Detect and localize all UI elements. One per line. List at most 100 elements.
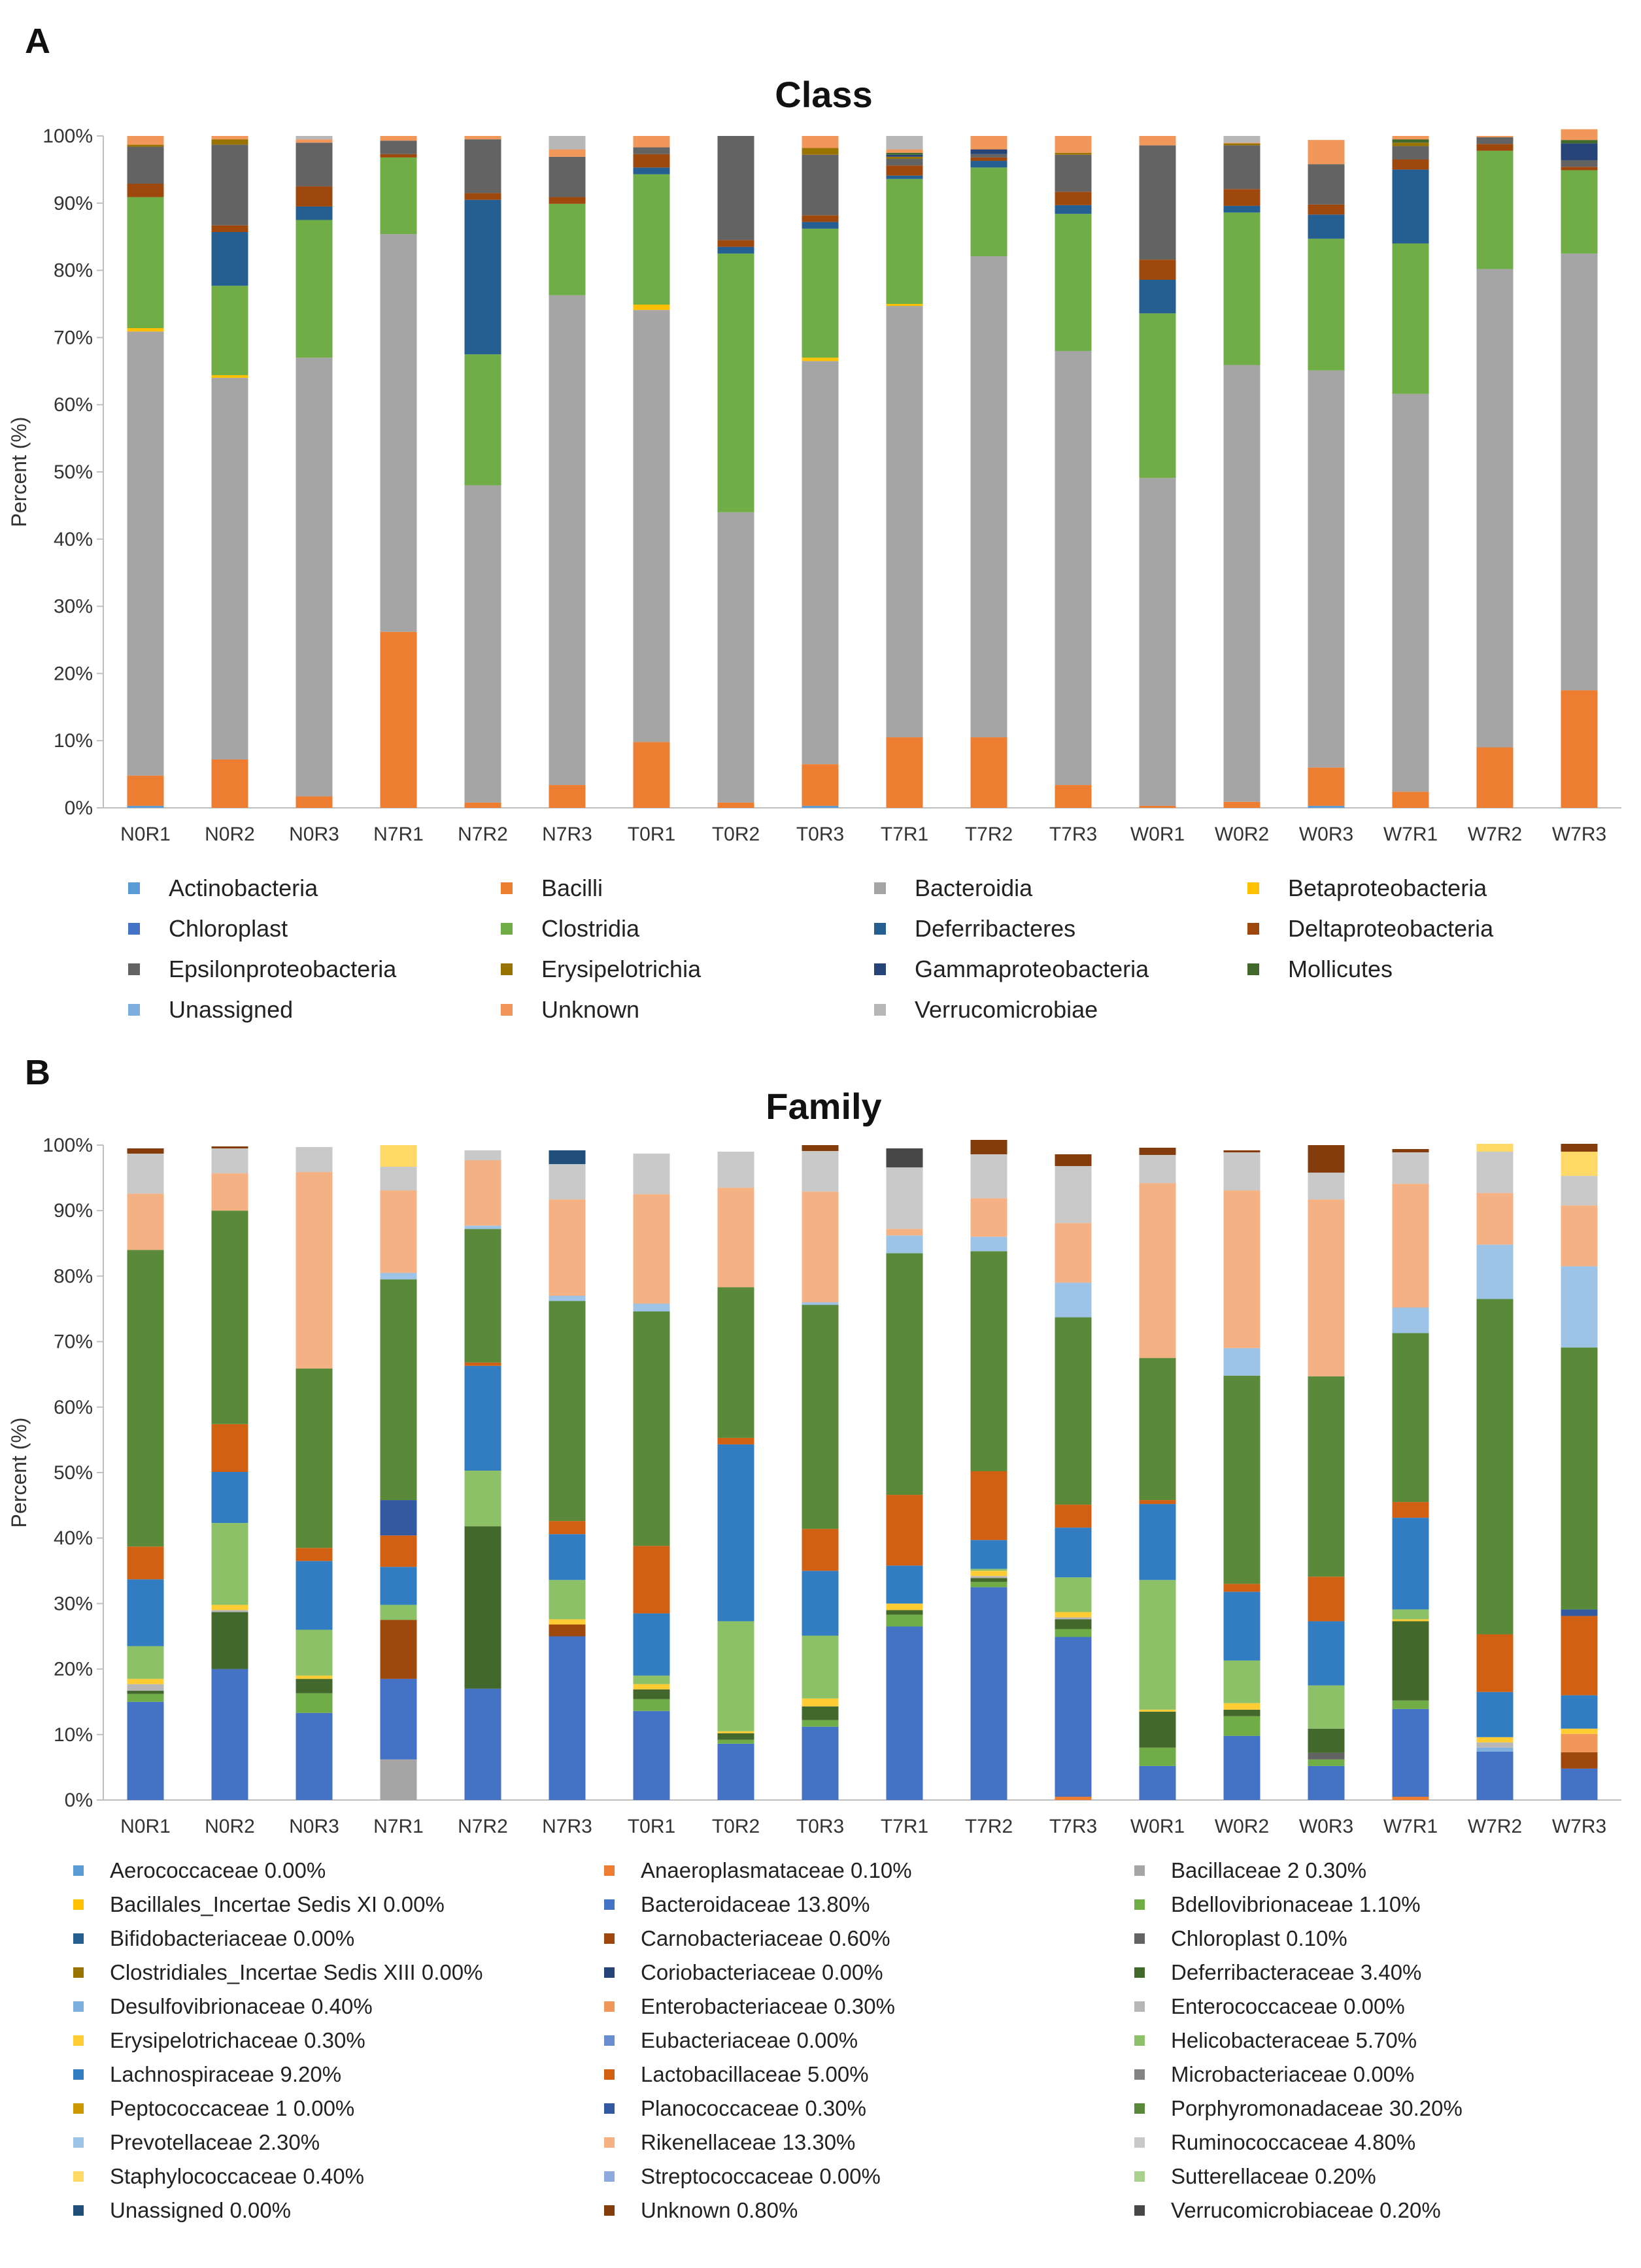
legend-swatch [501, 963, 513, 975]
bar-segment-epsilonproteobacteria-w0r2 [1223, 145, 1260, 190]
bar-segment-prevotellaceae-n7r1 [380, 1273, 417, 1280]
bar-segment-rikenellaceae-w7r2 [1476, 1193, 1514, 1245]
bar-segment-bacteroidaceae-t0r3 [802, 1726, 839, 1800]
x-tick-label: T0R1 [628, 1816, 675, 1837]
bar-segment-helicobacteraceae-n7r2 [464, 1470, 501, 1527]
bar-segment-deferribacteraceae-w0r2 [1223, 1709, 1260, 1716]
x-tick-label: N0R3 [289, 824, 339, 845]
bar-segment-lactobacillaceae-t0r3 [802, 1529, 839, 1571]
legend-label: Clostridiales_Incertae Sedis XIII 0.00% [110, 1960, 483, 1984]
y-tick-label: 100% [42, 1135, 93, 1156]
legend-swatch [1134, 2205, 1145, 2216]
bar-segment-bdellovibrionaceae-t0r3 [802, 1720, 839, 1727]
legend-item-gammaproteobacteria: Gammaproteobacteria [874, 949, 1149, 990]
bar-segment-epsilonproteobacteria-n7r3 [549, 156, 586, 197]
legend-item-unknown: Unknown 0.80% [604, 2193, 798, 2227]
bar-segment-porphyromonadaceae-n0r1 [127, 1250, 164, 1547]
bar-segment-betaproteobacteria-t0r3 [802, 358, 839, 361]
bar-segment-lachnospiraceae-n0r3 [296, 1561, 333, 1630]
legend-item-anaeroplasmataceae: Anaeroplasmataceae 0.10% [604, 1854, 912, 1888]
bar-segment-verrucomicrobiae-t7r1 [886, 136, 923, 150]
bar-segment-epsilonproteobacteria-n0r2 [211, 144, 248, 225]
legend-swatch [73, 1933, 84, 1944]
bar-segment-staphylococcaceae-w7r3 [1561, 1152, 1598, 1176]
legend-item-deferribacteraceae: Deferribacteraceae 3.40% [1134, 1956, 1421, 1990]
bar-segment-epsilonproteobacteria-t7r1 [886, 158, 923, 166]
bar-segment-bacteroidaceae-n0r1 [127, 1701, 164, 1800]
bar-segment-lactobacillaceae-t0r1 [633, 1546, 670, 1614]
legend-swatch [73, 2205, 84, 2216]
bar-segment-ruminococcaceae-n0r1 [127, 1154, 164, 1194]
legend-item-bacteroidaceae: Bacteroidaceae 13.80% [604, 1888, 870, 1922]
legend-item-streptococcaceae: Streptococcaceae 0.00% [604, 2160, 881, 2193]
bar-segment-deferribacteraceae-t7r2 [970, 1578, 1007, 1582]
bar-segment-bacteroidia-n0r1 [127, 331, 164, 776]
bar-segment-carnobacteriaceae-n7r3 [549, 1624, 586, 1637]
bar-segment-enterococcaceae-n0r2 [211, 1610, 248, 1612]
legend-swatch [128, 923, 140, 935]
legend-swatch [874, 963, 886, 975]
bar-segment-bacilli-w7r3 [1561, 690, 1598, 808]
legend-swatch [128, 882, 140, 894]
x-tick-label: T7R2 [965, 824, 1013, 845]
legend-label: Lactobacillaceae 5.00% [641, 2062, 869, 2086]
y-tick-label: 40% [54, 1527, 93, 1549]
legend-swatch [501, 882, 513, 894]
bar-segment-unknown-w7r1 [1392, 1149, 1429, 1153]
bar-segment-helicobacteraceae-t0r2 [717, 1621, 754, 1731]
bar-segment-actinobacteria-t0r3 [802, 805, 839, 808]
bar-segment-deltaproteobacteria-t7r1 [886, 165, 923, 176]
bar-segment-unknown-n7r1 [380, 136, 417, 141]
bar-segment-erysipelotrichia-t7r1 [886, 156, 923, 159]
bar-segment-ruminococcaceae-w7r1 [1392, 1152, 1429, 1184]
legend-swatch [604, 1899, 615, 1910]
bar-segment-erysipelotrichaceae-t0r3 [802, 1698, 839, 1707]
bar-segment-clostridia-w0r3 [1308, 239, 1345, 371]
legend-item-erysipelotrichaceae: Erysipelotrichaceae 0.30% [73, 2024, 365, 2058]
bar-segment-lactobacillaceae-n7r3 [549, 1521, 586, 1535]
legend-label: Enterococcaceae 0.00% [1171, 1994, 1405, 2018]
bar-segment-bacteroidaceae-n0r2 [211, 1669, 248, 1800]
x-tick-label: W7R2 [1468, 1816, 1522, 1837]
legend-swatch [1134, 1933, 1145, 1944]
legend-label: Deltaproteobacteria [1288, 915, 1494, 942]
bar-segment-porphyromonadaceae-w0r3 [1308, 1376, 1345, 1577]
bar-segment-porphyromonadaceae-n7r2 [464, 1229, 501, 1363]
legend-item-bifidobacteriaceae: Bifidobacteriaceae 0.00% [73, 1922, 354, 1956]
bar-segment-epsilonproteobacteria-t0r3 [802, 154, 839, 216]
bar-segment-helicobacteraceae-n0r1 [127, 1646, 164, 1679]
bar-segment-ruminococcaceae-w0r1 [1139, 1155, 1176, 1184]
bar-segment-deferribacteres-w0r3 [1308, 214, 1345, 239]
legend-label: Planococcaceae 0.30% [641, 2096, 866, 2120]
y-tick-label: 100% [42, 125, 93, 147]
bar-segment-bacteroidaceae-n0r3 [296, 1712, 333, 1800]
bar-segment-enterococcaceae-t7r3 [1055, 1617, 1092, 1620]
legend-swatch [1247, 882, 1259, 894]
legend-item-verrucomicrobiaceae: Verrucomicrobiaceae 0.20% [1134, 2193, 1441, 2227]
legend-swatch [604, 2137, 615, 2148]
legend-item-bacillales-incertae-sedis-xi: Bacillales_Incertae Sedis XI 0.00% [73, 1888, 445, 1922]
bar-segment-clostridia-n0r2 [211, 286, 248, 375]
bar-segment-erysipelotrichaceae-t0r2 [717, 1731, 754, 1733]
x-tick-label: W7R3 [1552, 824, 1606, 845]
bar-segment-erysipelotrichaceae-w0r1 [1139, 1709, 1176, 1712]
bar-segment-unknown-w7r1 [1392, 136, 1429, 140]
bar-segment-helicobacteraceae-n7r1 [380, 1605, 417, 1620]
legend-swatch [604, 2205, 615, 2216]
legend-swatch [73, 2001, 84, 2012]
bar-segment-lactobacillaceae-n0r1 [127, 1546, 164, 1580]
bar-segment-mollicutes-w7r1 [1392, 139, 1429, 143]
x-tick-label: W0R2 [1215, 1816, 1269, 1837]
bar-segment-gammaproteobacteria-t7r1 [886, 154, 923, 157]
bar-segment-bacteroidia-w0r3 [1308, 370, 1345, 768]
bar-segment-lactobacillaceae-t0r2 [717, 1437, 754, 1444]
bar-segment-unknown-n0r2 [211, 136, 248, 140]
bar-segment-bacilli-w7r2 [1476, 747, 1514, 808]
legend-item-enterococcaceae: Enterococcaceae 0.00% [1134, 1990, 1405, 2024]
bar-segment-lactobacillaceae-n0r2 [211, 1424, 248, 1472]
bar-segment-lachnospiraceae-n0r1 [127, 1579, 164, 1646]
bar-segment-deferribacteres-t0r1 [633, 167, 670, 175]
bar-segment-bacilli-n7r2 [464, 802, 501, 808]
bar-segment-epsilonproteobacteria-t0r1 [633, 147, 670, 154]
bar-segment-bacteroidaceae-t0r1 [633, 1710, 670, 1800]
